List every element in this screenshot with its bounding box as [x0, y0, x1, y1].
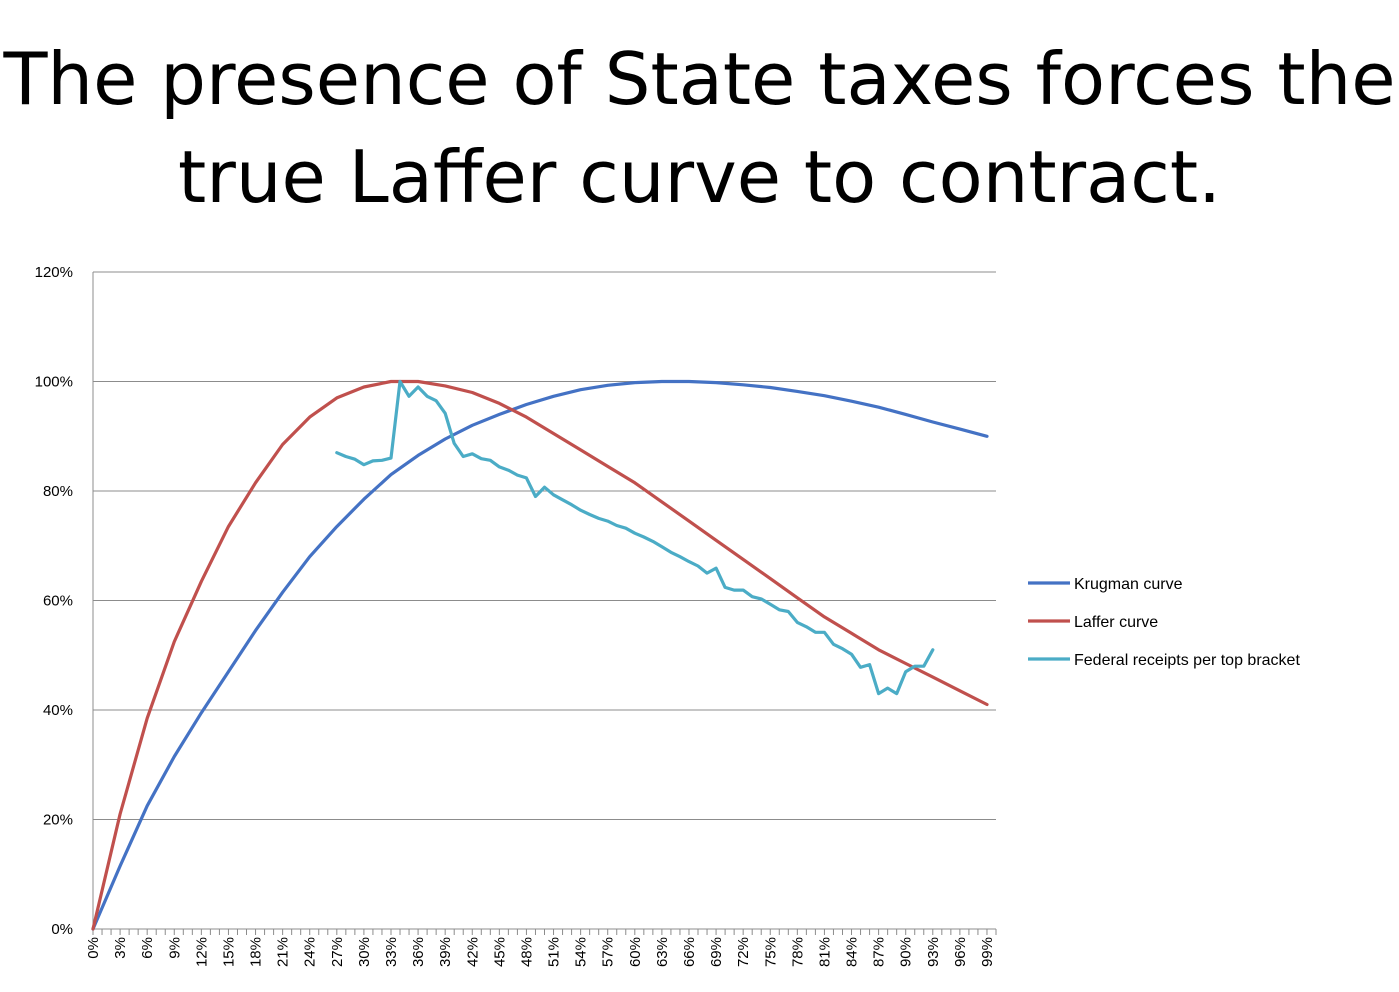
- x-tick-label: 36%: [410, 937, 427, 967]
- x-tick-label: 3%: [112, 937, 129, 959]
- x-tick-label: 39%: [437, 937, 454, 967]
- x-tick-label: 66%: [681, 937, 698, 967]
- slide-title: The presence of State taxes forces the t…: [0, 30, 1399, 226]
- series-line-3: [335, 379, 935, 696]
- x-tick-label: 9%: [166, 937, 183, 959]
- x-tick-label: 27%: [329, 937, 346, 967]
- x-tick-label: 78%: [789, 937, 806, 967]
- x-tick-label: 0%: [85, 937, 102, 959]
- y-tick-label: 40%: [43, 702, 73, 719]
- slide-title-line-1: The presence of State taxes forces the: [3, 37, 1396, 121]
- x-tick-label: 18%: [248, 937, 265, 967]
- y-tick-label: 100%: [35, 374, 73, 391]
- x-tick-label: 57%: [600, 937, 617, 967]
- x-tick-label: 54%: [573, 937, 590, 967]
- x-tick-label: 30%: [356, 937, 373, 967]
- series-line-2: [91, 379, 989, 931]
- x-tick-label: 69%: [708, 937, 725, 967]
- slide-title-line-2: true Laffer curve to contract.: [178, 135, 1221, 219]
- x-tick-label: 90%: [898, 937, 915, 967]
- x-tick-label: 84%: [844, 937, 861, 967]
- legend-label: Federal receipts per top bracket: [1074, 652, 1300, 669]
- y-tick-label: 80%: [43, 483, 73, 500]
- x-tick-label: 15%: [220, 937, 237, 967]
- x-tick-label: 72%: [735, 937, 752, 967]
- series-line-1: [91, 379, 989, 931]
- x-tick-label: 21%: [275, 937, 292, 967]
- y-tick-label: 0%: [51, 921, 73, 938]
- x-tick-label: 51%: [546, 937, 563, 967]
- x-tick-label: 6%: [139, 937, 156, 959]
- x-tick-label: 48%: [518, 937, 535, 967]
- y-tick-label: 120%: [35, 264, 73, 281]
- x-tick-label: 99%: [979, 937, 996, 967]
- x-tick-label: 81%: [816, 937, 833, 967]
- x-tick-label: 75%: [762, 937, 779, 967]
- x-tick-label: 60%: [627, 937, 644, 967]
- legend-label: Krugman curve: [1074, 576, 1183, 593]
- x-tick-label: 24%: [302, 937, 319, 967]
- y-tick-label: 20%: [43, 812, 73, 829]
- legend-label: Laffer curve: [1074, 614, 1158, 631]
- y-tick-label: 60%: [43, 593, 73, 610]
- x-tick-label: 12%: [193, 937, 210, 967]
- x-tick-label: 33%: [383, 937, 400, 967]
- x-tick-label: 96%: [952, 937, 969, 967]
- x-tick-label: 42%: [464, 937, 481, 967]
- x-tick-label: 93%: [925, 937, 942, 967]
- x-tick-label: 63%: [654, 937, 671, 967]
- x-tick-label: 87%: [871, 937, 888, 967]
- x-tick-label: 45%: [491, 937, 508, 967]
